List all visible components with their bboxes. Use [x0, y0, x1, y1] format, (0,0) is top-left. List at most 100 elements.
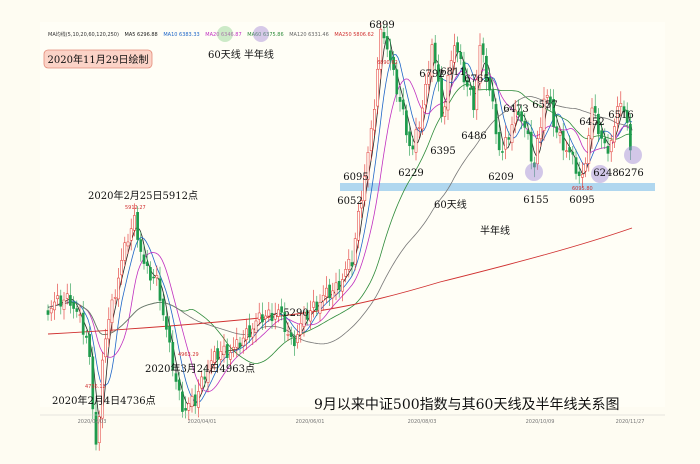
candle-body — [504, 137, 507, 150]
candle-body — [280, 306, 283, 313]
candle-body — [129, 228, 133, 241]
ma-legend: MA均线(5,10,20,60,120,250) MA5 6296.88 MA1… — [48, 31, 374, 38]
candle-body — [347, 259, 351, 270]
candle-body — [369, 128, 373, 152]
candle-body — [235, 339, 239, 348]
trough-highlight-3 — [624, 146, 642, 164]
candle-body — [622, 106, 626, 113]
candle-body — [197, 391, 200, 408]
trough-label-6248: 6248 — [593, 168, 618, 179]
candle-body — [261, 314, 264, 323]
small-label-5912: 5912.27 — [125, 205, 146, 211]
candle-body — [453, 45, 456, 63]
candle-body — [305, 310, 309, 320]
candle-body — [181, 391, 184, 412]
candle-body — [360, 200, 363, 209]
candle-body — [94, 411, 98, 445]
annotation-mar24: 2020年3月24日4963点 — [145, 362, 255, 375]
candle-body — [507, 137, 511, 140]
small-label-4963: 4963.29 — [178, 352, 199, 358]
candle-body — [107, 319, 111, 340]
candle-body — [440, 77, 443, 117]
candlesticks — [46, 23, 632, 451]
candle-body — [350, 262, 354, 267]
candle-body — [110, 299, 114, 323]
candle-body — [549, 96, 552, 103]
candle-body — [533, 162, 536, 168]
ma10-line — [47, 54, 633, 403]
peak-label-6811: 6811 — [440, 67, 465, 78]
candle-body — [139, 239, 143, 252]
candle-body — [568, 147, 571, 153]
peak-label-6473: 6473 — [503, 104, 528, 115]
candle-body — [264, 315, 267, 320]
candle-body — [117, 277, 120, 300]
candle-body — [584, 163, 587, 172]
candle-body — [629, 123, 632, 151]
candle-body — [414, 129, 418, 153]
candle-body — [593, 106, 597, 113]
candle-body — [293, 338, 296, 347]
candle-body — [449, 60, 453, 74]
candle-body — [229, 352, 232, 360]
candle-body — [443, 106, 447, 117]
candle-body — [469, 87, 472, 90]
candle-body — [142, 254, 146, 264]
candle-body — [133, 215, 136, 231]
candle-body — [53, 301, 56, 311]
candle-body — [574, 157, 578, 174]
candle-body — [478, 44, 482, 84]
candle-body — [165, 316, 168, 330]
candle-body — [241, 337, 245, 346]
trough-label-6095b: 6095 — [569, 195, 594, 206]
peak-label-6452: 6452 — [579, 117, 604, 128]
candle-body — [78, 314, 82, 316]
candle-body — [465, 80, 469, 87]
candle-body — [597, 113, 600, 135]
candle-body — [456, 42, 459, 53]
ma60-legend: MA60 6375.86 — [247, 32, 283, 38]
candle-body — [424, 84, 427, 106]
peak-label-6557: 6557 — [532, 100, 557, 111]
candle-body — [283, 312, 287, 332]
candle-body — [104, 338, 107, 358]
trough-label-6486: 6486 — [461, 131, 486, 142]
candle-body — [344, 269, 347, 277]
candle-body — [609, 140, 613, 153]
candle-body — [136, 212, 139, 240]
date-label: 2020年11月29日绘制 — [48, 53, 149, 66]
candle-body — [248, 325, 251, 338]
candle-body — [309, 310, 312, 322]
ma60-legend-highlight — [217, 26, 233, 42]
candle-body — [366, 152, 370, 180]
x-tick-5: 2020/11/27 — [616, 419, 645, 425]
ma120-legend: MA120 6331.46 — [289, 32, 329, 38]
candle-body — [65, 293, 69, 299]
x-axis-ticks: 2020/02/03 2020/04/01 2020/06/01 2020/08/03… — [78, 419, 645, 425]
candle-body — [328, 284, 331, 299]
candle-body — [177, 379, 181, 391]
candle-body — [267, 309, 271, 317]
candle-body — [376, 68, 379, 107]
candle-body — [558, 132, 562, 136]
candle-body — [497, 132, 501, 151]
peak-label-6765: 6765 — [464, 74, 489, 85]
candle-body — [334, 282, 338, 295]
candle-body — [286, 334, 290, 336]
candle-body — [302, 311, 306, 327]
candle-body — [325, 287, 328, 298]
candle-body — [299, 323, 303, 335]
candle-body — [619, 103, 623, 107]
candle-body — [200, 376, 203, 389]
candle-body — [190, 396, 194, 407]
candle-body — [481, 43, 485, 55]
candle-body — [603, 138, 607, 144]
candle-body — [417, 127, 421, 129]
candle-body — [184, 408, 187, 411]
peak-label-6792: 6792 — [419, 69, 444, 80]
candle-body — [120, 260, 123, 276]
candle-body — [209, 360, 213, 369]
plot-area — [40, 22, 665, 407]
candle-body — [257, 312, 261, 320]
